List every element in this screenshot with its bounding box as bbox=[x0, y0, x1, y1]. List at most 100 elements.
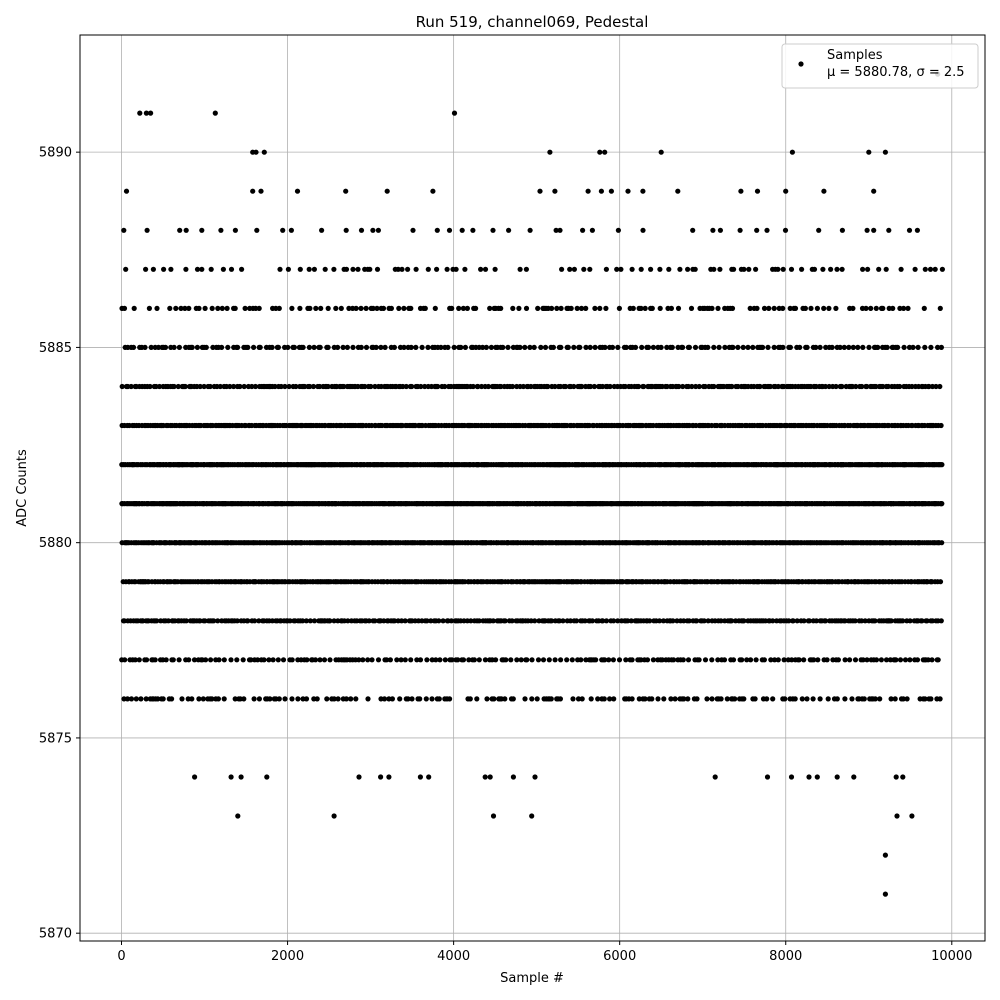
data-point bbox=[478, 266, 484, 272]
data-point bbox=[414, 657, 420, 663]
data-point bbox=[625, 618, 631, 624]
data-point bbox=[289, 696, 295, 702]
data-point bbox=[476, 657, 482, 663]
data-point bbox=[729, 383, 735, 390]
data-point bbox=[696, 657, 702, 663]
data-point bbox=[546, 657, 552, 663]
data-point bbox=[877, 696, 883, 702]
data-point bbox=[717, 227, 724, 233]
data-point bbox=[475, 383, 481, 390]
data-point bbox=[711, 383, 717, 390]
data-point bbox=[571, 344, 577, 350]
legend-marker bbox=[798, 61, 804, 67]
data-point bbox=[771, 305, 777, 311]
data-point bbox=[802, 305, 809, 311]
data-point bbox=[255, 657, 261, 663]
y-tick-label: 5885 bbox=[39, 341, 72, 356]
data-point bbox=[560, 618, 566, 624]
data-point bbox=[709, 657, 715, 663]
data-point bbox=[224, 305, 230, 311]
data-point bbox=[249, 383, 255, 390]
data-point bbox=[685, 657, 692, 663]
data-point bbox=[871, 188, 877, 194]
data-point bbox=[740, 344, 746, 350]
data-point bbox=[806, 618, 813, 624]
data-point bbox=[189, 344, 195, 350]
legend-box bbox=[781, 43, 979, 89]
data-point bbox=[215, 696, 221, 702]
data-point bbox=[502, 618, 508, 624]
data-point bbox=[242, 305, 248, 311]
data-point bbox=[202, 618, 208, 624]
data-point bbox=[602, 344, 608, 350]
data-point bbox=[215, 618, 221, 624]
data-point bbox=[425, 266, 431, 272]
data-point bbox=[567, 618, 574, 624]
data-point bbox=[696, 383, 702, 390]
data-point bbox=[862, 618, 868, 624]
data-point bbox=[796, 657, 802, 663]
data-point bbox=[280, 657, 287, 663]
data-point bbox=[558, 657, 564, 663]
data-point bbox=[892, 696, 898, 702]
data-point bbox=[490, 813, 497, 819]
data-point bbox=[442, 657, 448, 663]
data-point bbox=[520, 383, 527, 390]
data-point bbox=[304, 657, 310, 663]
data-point bbox=[876, 266, 882, 272]
data-point bbox=[709, 696, 715, 702]
data-point bbox=[307, 618, 313, 624]
data-point bbox=[761, 305, 768, 311]
data-point bbox=[650, 657, 657, 663]
data-point bbox=[196, 696, 202, 702]
data-point bbox=[447, 696, 453, 702]
data-point bbox=[208, 657, 214, 663]
data-point bbox=[490, 618, 496, 624]
data-point bbox=[341, 383, 347, 390]
data-point bbox=[529, 657, 535, 663]
data-point bbox=[401, 344, 407, 350]
data-point bbox=[932, 266, 938, 272]
data-point bbox=[470, 227, 476, 233]
data-point bbox=[538, 344, 544, 350]
data-point bbox=[485, 383, 491, 390]
data-point bbox=[721, 657, 728, 663]
data-point bbox=[207, 383, 213, 390]
data-point bbox=[444, 266, 450, 272]
data-point bbox=[583, 344, 589, 350]
data-point bbox=[591, 383, 598, 390]
data-point bbox=[168, 266, 174, 272]
data-point bbox=[245, 618, 251, 624]
data-point bbox=[801, 657, 807, 663]
data-point bbox=[658, 149, 664, 155]
data-point bbox=[559, 266, 565, 272]
data-point bbox=[860, 266, 866, 272]
data-point bbox=[252, 618, 258, 624]
data-point bbox=[753, 657, 759, 663]
data-point bbox=[715, 305, 721, 311]
data-point bbox=[436, 618, 442, 624]
data-point bbox=[150, 266, 156, 272]
data-point bbox=[764, 774, 771, 780]
data-point bbox=[554, 305, 560, 311]
data-point bbox=[623, 344, 629, 350]
data-point bbox=[607, 383, 613, 390]
data-point bbox=[522, 696, 528, 702]
data-point bbox=[493, 657, 499, 663]
data-point bbox=[782, 227, 789, 233]
data-point bbox=[670, 618, 676, 624]
data-point bbox=[344, 344, 350, 350]
data-point bbox=[565, 344, 571, 350]
data-point bbox=[878, 657, 885, 663]
data-point bbox=[434, 266, 440, 272]
legend: Samples μ = 5880.78, σ = 2.5 bbox=[781, 43, 979, 89]
data-point bbox=[895, 344, 901, 350]
data-point bbox=[902, 657, 909, 663]
data-point bbox=[378, 774, 384, 780]
data-point bbox=[864, 657, 870, 663]
data-point bbox=[841, 344, 847, 350]
data-point bbox=[608, 188, 615, 194]
data-point bbox=[275, 344, 281, 350]
data-point bbox=[901, 305, 907, 311]
data-point bbox=[694, 696, 700, 702]
